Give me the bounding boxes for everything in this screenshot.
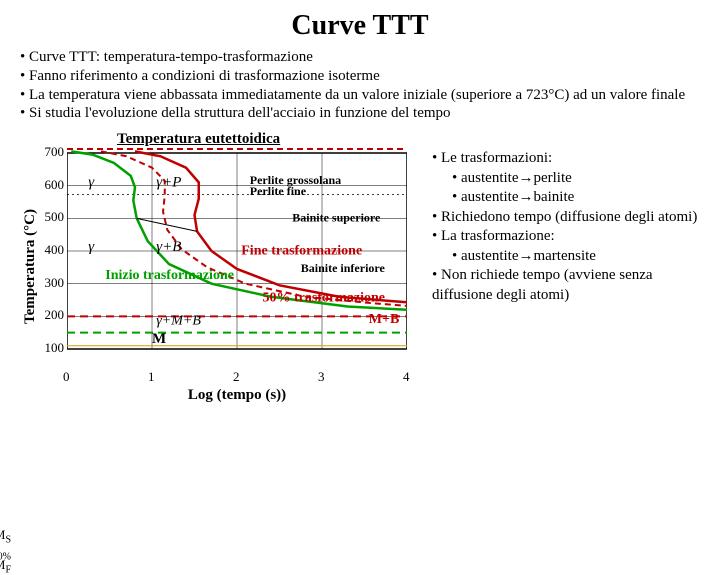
svg-text:Fine trasformazione: Fine trasformazione — [241, 243, 362, 258]
svg-text:Inizio trasformazione: Inizio trasformazione — [105, 268, 234, 283]
m-label: MF — [0, 558, 11, 575]
bullet-item: • La trasformazione: — [432, 227, 700, 247]
svg-text:50% trasformazione: 50% trasformazione — [263, 291, 385, 306]
page-title: Curve TTT — [20, 10, 700, 42]
content-row: Temperatura (°C) 700600500400300200100 M… — [20, 129, 700, 404]
bullet-item: • Le trasformazioni: — [432, 149, 700, 169]
top-bullets: • Curve TTT: temperatura-tempo-trasforma… — [20, 48, 700, 123]
bullet-item: • austentite→perlite — [432, 169, 700, 189]
svg-text:γ+M+B: γ+M+B — [156, 314, 201, 329]
svg-text:γ+B: γ+B — [156, 239, 181, 255]
x-ticks: 01234 — [67, 369, 407, 385]
y-axis-label: Temperatura (°C) — [20, 129, 39, 404]
svg-text:M+B: M+B — [369, 312, 400, 327]
bullet-item: • Si studia l'evoluzione della struttura… — [20, 104, 700, 123]
chart-title: Temperatura eutettoidica — [117, 131, 280, 148]
chart-column: Temperatura (°C) 700600500400300200100 M… — [20, 129, 424, 404]
svg-text:Bainite superiore: Bainite superiore — [292, 211, 381, 225]
svg-text:γ+P: γ+P — [156, 174, 181, 190]
svg-text:γ: γ — [88, 174, 95, 190]
bullet-item: • Richiedono tempo (diffusione degli ato… — [432, 208, 700, 228]
m-label: MS — [0, 528, 11, 546]
svg-text:M: M — [152, 331, 166, 347]
bullet-item: • austentite→bainite — [432, 188, 700, 208]
chart-area: Temperatura eutettoidica γ γ+P γ γ+B γ+M+B M P… — [67, 129, 407, 404]
svg-text:Bainite inferiore: Bainite inferiore — [301, 261, 386, 275]
bullet-item: • austentite→martensite — [432, 247, 700, 267]
svg-text:Perlite fine: Perlite fine — [250, 184, 307, 198]
y-ticks: 700600500400300200100 — [39, 153, 67, 349]
bullet-item: • Non richiede tempo (avviene senza diff… — [432, 266, 700, 305]
svg-text:γ: γ — [88, 239, 95, 255]
bullet-item: • Curve TTT: temperatura-tempo-trasforma… — [20, 48, 700, 67]
bullet-item: • Fanno riferimento a condizioni di tras… — [20, 67, 700, 86]
bullet-item: • La temperatura viene abbassata immedia… — [20, 86, 700, 105]
x-axis-label: Log (tempo (s)) — [67, 387, 407, 404]
ttt-chart: γγ+Pγγ+Bγ+M+BMPerlite grossolanaPerlite … — [67, 129, 407, 369]
side-bullets: • Le trasformazioni:• austentite→perlite… — [432, 129, 700, 404]
